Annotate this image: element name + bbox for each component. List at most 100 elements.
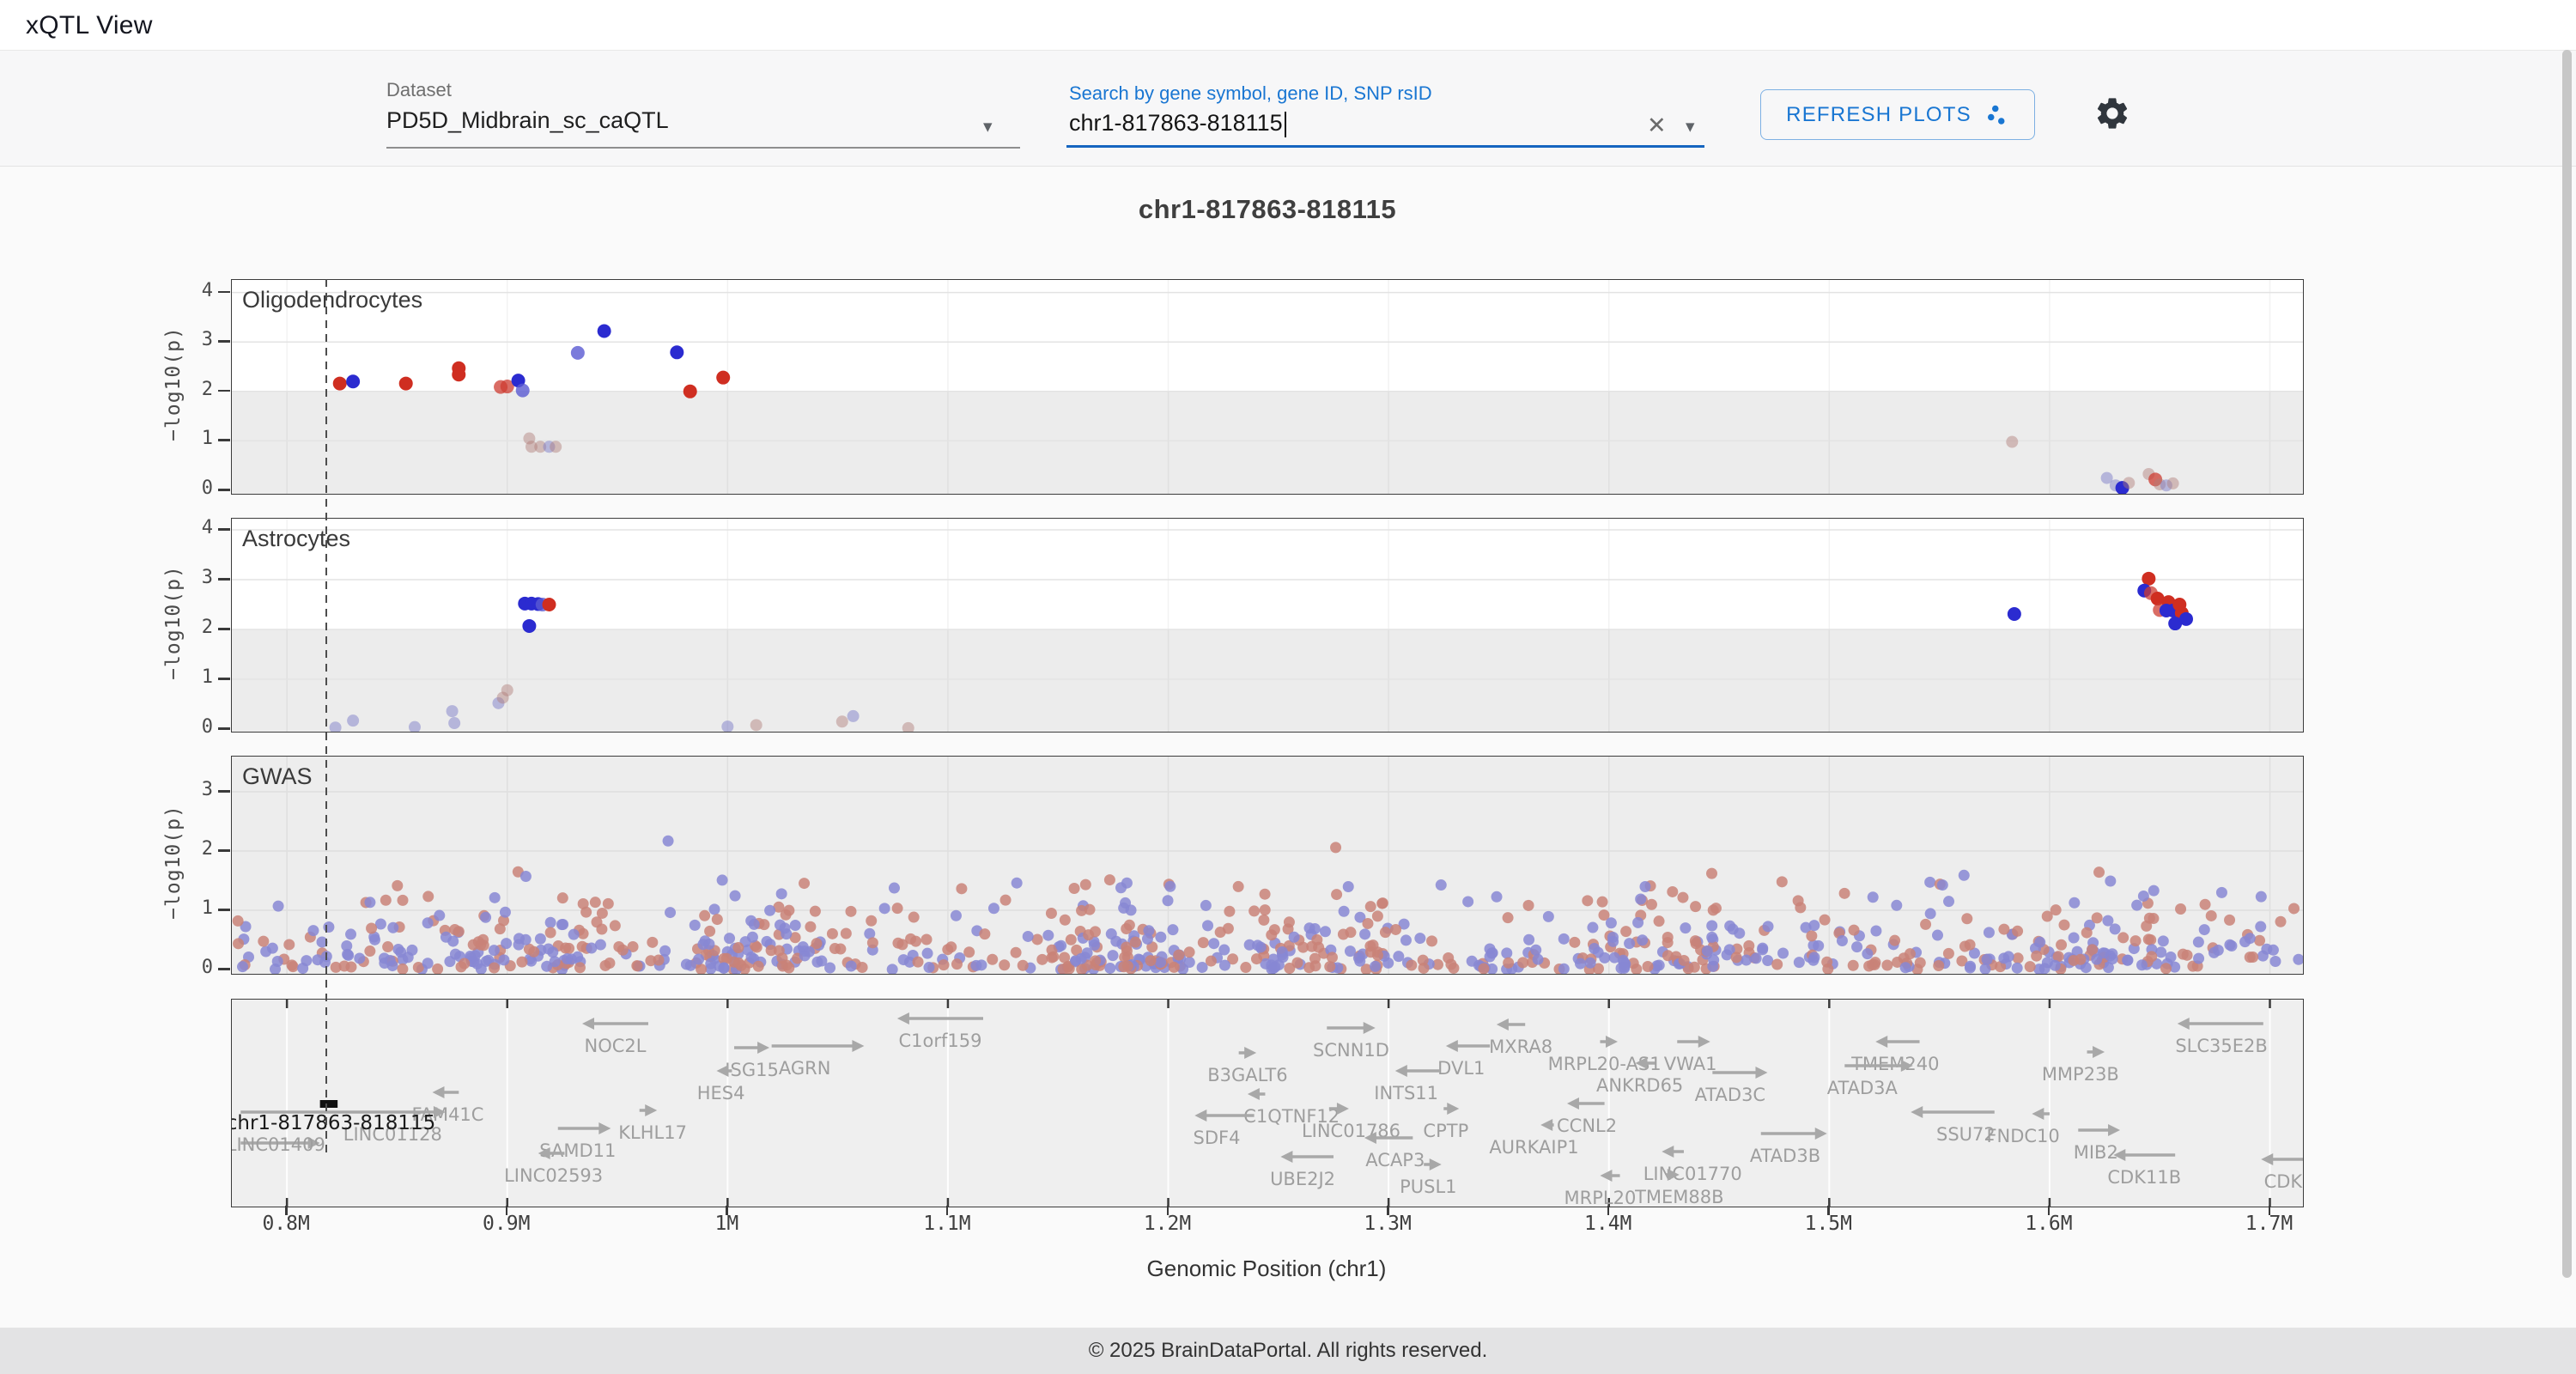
gene-ube2j2: UBE2J2 (1270, 1151, 1335, 1189)
gene-label: PUSL1 (1400, 1176, 1456, 1197)
gene-c1orf159: C1orf159 (896, 1012, 983, 1051)
gene-label: ATAD3A (1827, 1078, 1899, 1098)
y-tick-mark (218, 678, 230, 680)
y-tick-mark (218, 968, 230, 970)
gene-acap3: ACAP3 (1364, 1132, 1425, 1170)
gene-label: UBE2J2 (1270, 1169, 1335, 1189)
y-tick-mark (218, 849, 230, 852)
gene-isg15: ISG15 (725, 1042, 779, 1080)
gene-ankrd65: ANKRD65 (1596, 1057, 1683, 1096)
footer: © 2025 BrainDataPortal. All rights reser… (0, 1328, 2576, 1374)
y-tick-label: 3 (201, 779, 213, 800)
gene-label: MMP23B (2042, 1064, 2119, 1085)
astrocytes-plot-panel[interactable] (231, 518, 2304, 733)
x-tick-mark (726, 1206, 728, 1215)
gene-label: CPTP (1423, 1121, 1468, 1141)
gene-noc2l: NOC2L (581, 1018, 648, 1056)
y-tick-label: 2 (201, 617, 213, 638)
y-tick-label: 4 (201, 517, 213, 538)
refresh-plots-button[interactable]: REFRESH PLOTS (1760, 89, 2035, 140)
refresh-plots-label: REFRESH PLOTS (1786, 102, 1971, 126)
gene-c1qtnf12: C1QTNF12 (1243, 1088, 1340, 1127)
gene-ssu72: SSU72 (1911, 1106, 1996, 1145)
plot-title-gwas: GWAS (242, 763, 313, 789)
y-tick-label: 4 (201, 279, 213, 301)
gene-atad3a: ATAD3A (1827, 1060, 1913, 1098)
dataset-label: Dataset (386, 79, 452, 100)
snp-label: chr1-817863-818115 (232, 1112, 435, 1134)
gene-linc01409: LINC01409 (232, 1134, 325, 1155)
search-input[interactable]: chr1-817863-818115 (1069, 110, 1286, 137)
gene-label: TMEM88B (1634, 1187, 1723, 1207)
y-tick-label: 1 (201, 897, 213, 919)
gene-b3galt6: B3GALT6 (1207, 1047, 1288, 1085)
gene-tmem240: TMEM240 (1850, 1036, 1940, 1074)
gene-cdk11b: CDK11B (2107, 1149, 2181, 1188)
gene-label: LINC02593 (504, 1165, 603, 1186)
x-tick-label: 1.6M (2025, 1213, 2073, 1235)
x-tick-label: 1M (714, 1213, 739, 1235)
gene-fam41c: FAM41C (411, 1086, 483, 1125)
x-tick-mark (2047, 1206, 2050, 1215)
scatter-plot-icon (1987, 105, 2005, 125)
gene-track-panel[interactable]: NOC2L ISG15 AGRN C1orf159 SCNN1D B3GALT6 MXRA8… (231, 999, 2304, 1207)
oligodendrocytes-plot-panel[interactable] (231, 279, 2304, 495)
vertical-scrollbar[interactable] (2562, 50, 2572, 1278)
gene-ccnl2: CCNL2 (1557, 1097, 1617, 1136)
chevron-down-icon[interactable]: ▾ (983, 117, 993, 137)
gene-label: ANKRD65 (1596, 1075, 1683, 1096)
gene-cdk: CDK (2261, 1153, 2303, 1192)
gene-label: ATAD3B (1750, 1146, 1820, 1166)
gene-slc35e2b: SLC35E2B (2175, 1018, 2268, 1056)
y-tick-label: 3 (201, 567, 213, 588)
gwas-scatter[interactable] (232, 757, 2303, 974)
search-underline (1066, 145, 1704, 148)
x-axis-title: Genomic Position (chr1) (1146, 1255, 1387, 1281)
gene-mib2: MIB2 (2074, 1124, 2121, 1163)
gene-label: SDF4 (1194, 1128, 1241, 1148)
gene-track[interactable]: NOC2L ISG15 AGRN C1orf159 SCNN1D B3GALT6 MXRA8… (232, 1000, 2303, 1207)
gene-cptp: CPTP (1423, 1103, 1468, 1141)
gene-tmem88b: TMEM88B (1634, 1169, 1724, 1207)
gene-label: B3GALT6 (1207, 1065, 1287, 1085)
plot-title-oligodendrocytes: Oligodendrocytes (242, 287, 423, 313)
oligodendrocytes-scatter[interactable] (232, 280, 2303, 494)
x-tick-mark (1827, 1206, 1830, 1215)
gene-label: FAM41C (411, 1104, 483, 1125)
y-tick-mark (218, 790, 230, 793)
clear-icon[interactable]: ✕ (1647, 112, 1667, 138)
x-tick-mark (505, 1206, 508, 1215)
x-tick-label: 1.5M (1804, 1213, 1852, 1235)
y-tick-label: 1 (201, 428, 213, 450)
gene-label: TMEM240 (1850, 1054, 1939, 1074)
gwas-plot-panel[interactable] (231, 756, 2304, 975)
y-tick-mark (218, 628, 230, 630)
gene-label: CDK11B (2107, 1167, 2181, 1188)
gene-label: NOC2L (584, 1036, 646, 1056)
x-tick-label: 1.7M (2245, 1213, 2293, 1235)
gene-linc01770: LINC01770 (1643, 1146, 1742, 1184)
y-tick-mark (218, 578, 230, 581)
gene-label: MXRA8 (1489, 1037, 1552, 1057)
gene-sdf4: SDF4 (1194, 1110, 1255, 1148)
y-tick-label: 0 (201, 716, 213, 738)
y-tick-label: 0 (201, 477, 213, 499)
chevron-down-icon[interactable]: ▾ (1686, 117, 1695, 137)
y-tick-mark (218, 489, 230, 491)
gene-agrn: AGRN (771, 1040, 865, 1079)
gene-vwa1: VWA1 (1664, 1036, 1717, 1074)
x-tick-mark (2268, 1206, 2270, 1215)
gene-mrpl20: MRPL20 (1564, 1170, 1637, 1207)
gene-label: AURKAIP1 (1489, 1137, 1578, 1158)
gene-label: CDK (2264, 1171, 2303, 1192)
gene-label: LINC01128 (343, 1124, 442, 1145)
dataset-select[interactable]: PD5D_Midbrain_sc_caQTL (386, 107, 669, 133)
gene-hes4: HES4 (697, 1065, 745, 1103)
x-tick-mark (1387, 1206, 1389, 1215)
astrocytes-scatter[interactable] (232, 519, 2303, 732)
settings-button[interactable] (2093, 94, 2131, 132)
x-tick-label: 1.2M (1143, 1213, 1192, 1235)
gene-label: MRPL20 (1564, 1188, 1637, 1207)
search-label: Search by gene symbol, gene ID, SNP rsID (1069, 82, 1432, 104)
